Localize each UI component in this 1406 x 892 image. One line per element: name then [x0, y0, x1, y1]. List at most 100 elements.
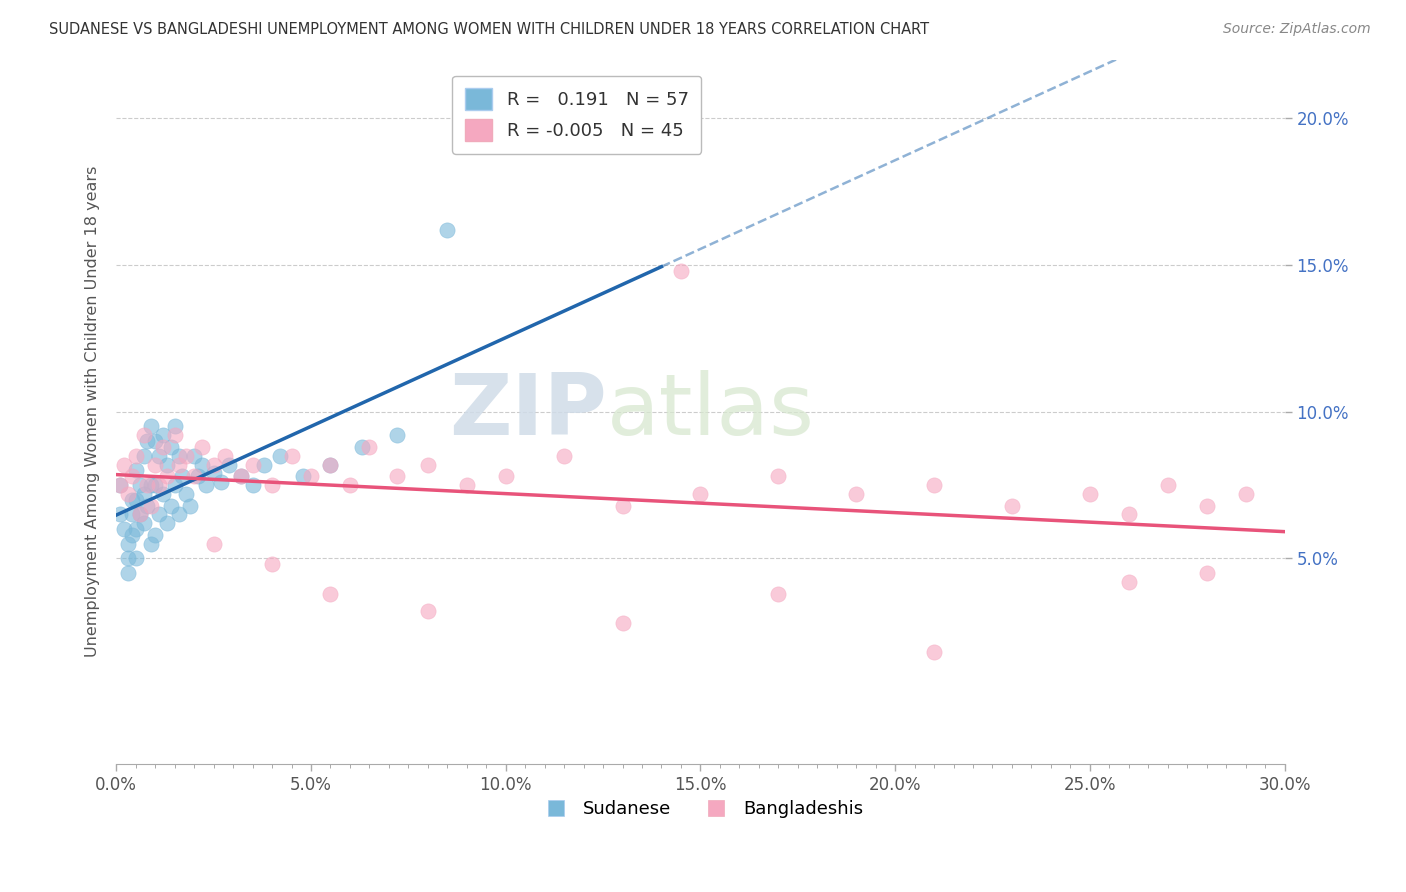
Point	[156, 469, 179, 483]
Point	[202, 467, 225, 481]
Point	[112, 458, 135, 472]
Point	[183, 469, 205, 483]
Point	[194, 478, 217, 492]
Point	[176, 449, 198, 463]
Point	[132, 449, 155, 463]
Point	[416, 458, 439, 472]
Point	[143, 434, 166, 448]
Point	[299, 469, 322, 483]
Point	[167, 508, 190, 522]
Point	[191, 440, 214, 454]
Point	[242, 458, 264, 472]
Point	[125, 522, 148, 536]
Point	[136, 499, 159, 513]
Point	[385, 469, 408, 483]
Point	[172, 469, 194, 483]
Point	[187, 469, 209, 483]
Point	[108, 478, 131, 492]
Point	[269, 449, 291, 463]
Point	[152, 440, 174, 454]
Point	[141, 478, 163, 492]
Point	[132, 516, 155, 531]
Text: SUDANESE VS BANGLADESHI UNEMPLOYMENT AMONG WOMEN WITH CHILDREN UNDER 18 YEARS CO: SUDANESE VS BANGLADESHI UNEMPLOYMENT AMO…	[49, 22, 929, 37]
Point	[209, 475, 232, 490]
Point	[125, 449, 148, 463]
Point	[292, 469, 315, 483]
Point	[143, 528, 166, 542]
Point	[136, 434, 159, 448]
Point	[253, 458, 276, 472]
Point	[156, 516, 179, 531]
Point	[148, 449, 170, 463]
Point	[1118, 574, 1140, 589]
Point	[385, 428, 408, 442]
Point	[117, 566, 139, 580]
Text: atlas: atlas	[607, 370, 815, 453]
Point	[125, 551, 148, 566]
Point	[117, 487, 139, 501]
Point	[359, 440, 381, 454]
Point	[202, 537, 225, 551]
Point	[1234, 487, 1257, 501]
Point	[159, 440, 181, 454]
Point	[128, 508, 150, 522]
Point	[260, 478, 283, 492]
Point	[152, 487, 174, 501]
Point	[183, 449, 205, 463]
Point	[191, 458, 214, 472]
Point	[553, 449, 575, 463]
Point	[768, 469, 790, 483]
Legend: Sudanese, Bangladeshis: Sudanese, Bangladeshis	[530, 793, 870, 825]
Point	[214, 449, 236, 463]
Point	[1195, 499, 1218, 513]
Point	[922, 478, 945, 492]
Text: ZIP: ZIP	[449, 370, 607, 453]
Point	[456, 478, 478, 492]
Point	[167, 449, 190, 463]
Point	[121, 528, 143, 542]
Point	[132, 487, 155, 501]
Point	[121, 492, 143, 507]
Point	[436, 223, 458, 237]
Point	[1157, 478, 1180, 492]
Point	[845, 487, 868, 501]
Point	[163, 419, 186, 434]
Point	[156, 458, 179, 472]
Text: Source: ZipAtlas.com: Source: ZipAtlas.com	[1223, 22, 1371, 37]
Point	[163, 428, 186, 442]
Point	[108, 508, 131, 522]
Point	[152, 428, 174, 442]
Point	[136, 478, 159, 492]
Point	[218, 458, 240, 472]
Point	[319, 458, 342, 472]
Point	[117, 551, 139, 566]
Point	[669, 264, 692, 278]
Point	[280, 449, 302, 463]
Point	[121, 469, 143, 483]
Point	[117, 537, 139, 551]
Point	[319, 458, 342, 472]
Point	[163, 478, 186, 492]
Point	[143, 458, 166, 472]
Point	[260, 558, 283, 572]
Point	[1195, 566, 1218, 580]
Point	[141, 419, 163, 434]
Point	[148, 478, 170, 492]
Point	[350, 440, 373, 454]
Point	[922, 645, 945, 659]
Point	[229, 469, 252, 483]
Point	[612, 615, 634, 630]
Point	[242, 478, 264, 492]
Point	[141, 499, 163, 513]
Point	[339, 478, 361, 492]
Point	[612, 499, 634, 513]
Point	[1001, 499, 1024, 513]
Point	[132, 428, 155, 442]
Y-axis label: Unemployment Among Women with Children Under 18 years: Unemployment Among Women with Children U…	[86, 166, 100, 657]
Point	[176, 487, 198, 501]
Point	[167, 458, 190, 472]
Point	[229, 469, 252, 483]
Point	[1118, 508, 1140, 522]
Point	[202, 458, 225, 472]
Point	[495, 469, 517, 483]
